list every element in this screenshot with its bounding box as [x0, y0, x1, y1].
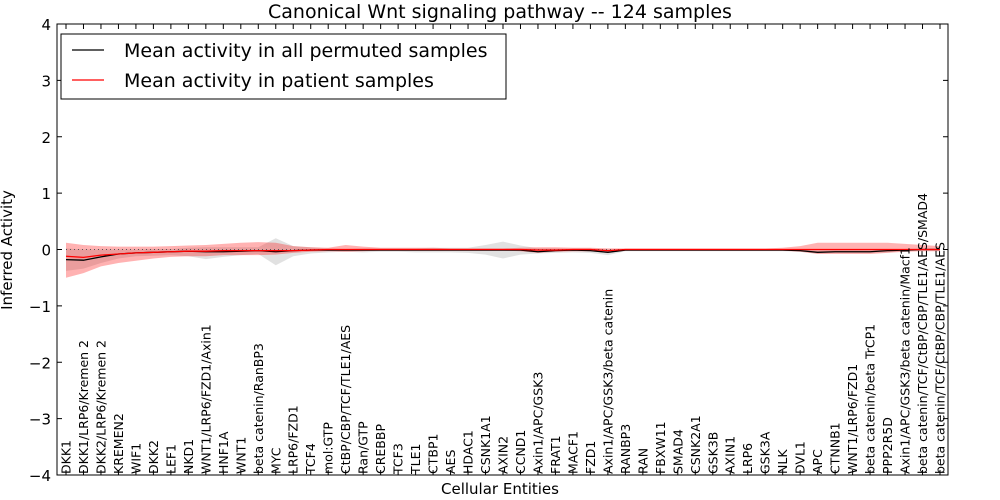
x-tick-label: beta catenin/TCF/CtBP/CBP/TLE1/AES/SMAD4 [915, 193, 930, 474]
x-tick-label: WNT1/LRP6/FZD1/Axin1 [198, 324, 213, 474]
x-tick-label: DKK2/LRP6/Kremen 2 [93, 340, 108, 474]
x-tick-label: AXIN1 [723, 436, 738, 474]
x-axis: DKK1 DKK1/LRP6/Kremen 2 DKK2/LRP6/Kremen 2… [59, 24, 948, 475]
x-tick-label: beta catenin/beta TrCP1 [863, 324, 878, 474]
x-tick-label: FBXW11 [653, 421, 668, 474]
x-tick-label: LRP6/FZD1 [286, 405, 301, 474]
y-axis-label: Inferred Activity [0, 190, 16, 310]
x-tick-label: DVL1 [793, 441, 808, 474]
y-tick-label: 1 [41, 185, 51, 203]
x-tick-label: WIF1 [128, 443, 143, 474]
y-tick-label: −2 [29, 354, 51, 372]
x-tick-label: LEF1 [163, 444, 178, 474]
y-axis: −4 −3 −2 −1 0 1 2 3 4 [29, 16, 948, 485]
line-patient [65, 248, 940, 259]
x-tick-label: CTBP1 [426, 434, 441, 474]
x-tick-label: LRP6 [740, 443, 755, 474]
x-tick-label: CCND1 [513, 430, 528, 474]
x-tick-label: beta catenin/TCF/CtBP/CBP/TLE1/AES [933, 242, 948, 474]
x-tick-label: GSK3B [705, 432, 720, 474]
legend: Mean activity in all permuted samples Me… [60, 33, 507, 100]
x-tick-label: APC [810, 449, 825, 474]
x-tick-label: FRAT1 [548, 435, 563, 474]
series-lines [65, 248, 940, 261]
y-tick-label: −1 [29, 298, 51, 316]
x-tick-label: RAN [635, 448, 650, 474]
x-tick-label: Axin1/APC/GSK3/beta catenin [600, 289, 615, 474]
y-tick-label: 0 [41, 242, 51, 260]
x-tick-label: CSNK2A1 [688, 415, 703, 474]
x-tick-label: GSK3A [758, 431, 773, 474]
x-tick-label: DKK2 [146, 440, 161, 474]
x-tick-label: DKK1/LRP6/Kremen 2 [76, 340, 91, 474]
x-tick-label: CREBBP [373, 424, 388, 474]
y-tick-label: 2 [41, 129, 51, 147]
x-tick-label: NKD1 [181, 439, 196, 474]
x-tick-label: TLE1 [408, 444, 423, 475]
x-tick-label: WNT1 [233, 437, 248, 474]
x-tick-label: CTNNB1 [828, 422, 843, 474]
x-tick-label: mol:GTP [321, 422, 336, 474]
x-tick-label: TCF4 [303, 443, 318, 475]
y-tick-label: 4 [41, 16, 51, 34]
x-tick-label: Ran/GTP [356, 421, 371, 474]
x-tick-label: HNF1A [216, 431, 231, 474]
x-tick-label: TCF3 [391, 443, 406, 475]
x-tick-label: MACF1 [565, 431, 580, 474]
x-tick-label: NLK [775, 449, 790, 474]
legend-label-patient: Mean activity in patient samples [124, 70, 434, 92]
legend-label-permuted: Mean activity in all permuted samples [124, 40, 487, 62]
y-tick-label: −4 [29, 467, 51, 485]
y-tick-label: 3 [41, 72, 51, 90]
x-tick-label: WNT1/LRP6/FZD1 [845, 364, 860, 474]
x-tick-label: Axin1/APC/GSK3 [530, 372, 545, 474]
x-tick-label: SMAD4 [670, 429, 685, 474]
y-tick-label: −3 [29, 411, 51, 429]
x-axis-label: Cellular Entities [441, 480, 559, 498]
legend-box [60, 33, 507, 100]
x-tick-label: CSNK1A1 [478, 415, 493, 474]
x-tick-label: AXIN2 [496, 436, 511, 474]
x-tick-label: PPP2R5D [880, 417, 895, 474]
x-tick-label: CtBP/CBP/TCF/TLE1/AES [338, 325, 353, 474]
x-tick-label: KREMEN2 [111, 413, 126, 474]
band-permuted [66, 238, 940, 271]
x-tick-label: AES [443, 450, 458, 474]
x-tick-label: RANBP3 [618, 424, 633, 474]
x-tick-label: DKK1 [59, 440, 74, 474]
x-tick-label: beta catenin/RanBP3 [251, 343, 266, 474]
x-tick-label: FZD1 [583, 441, 598, 474]
x-tick-label: MYC [268, 447, 283, 474]
chart-title: Canonical Wnt signaling pathway -- 124 s… [268, 1, 732, 23]
x-tick-label: Axin1/APC/GSK3/beta catenin/Macf1 [898, 247, 913, 474]
x-tick-label: HDAC1 [461, 430, 476, 474]
